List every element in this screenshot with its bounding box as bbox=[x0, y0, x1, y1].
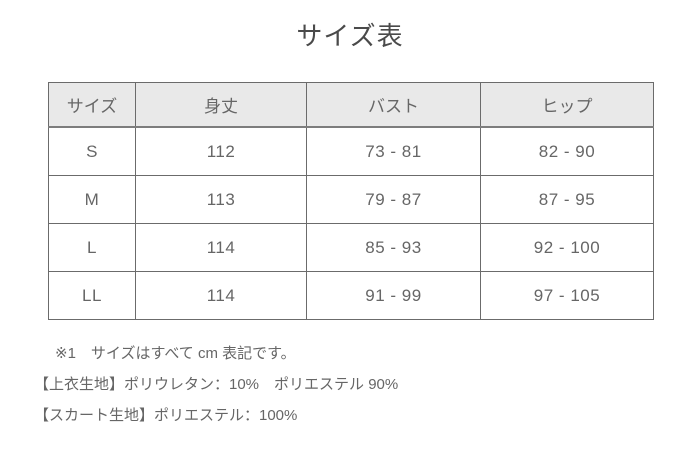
col-header-length: 身丈 bbox=[135, 82, 307, 128]
cell-hip: 97 - 105 bbox=[480, 271, 654, 320]
cell-hip: 92 - 100 bbox=[480, 223, 654, 272]
cell-size: LL bbox=[48, 271, 136, 320]
note-top-fabric: 【上衣生地】ポリウレタン：10% ポリエステル 90% bbox=[34, 376, 399, 393]
col-header-bust: バスト bbox=[306, 82, 481, 128]
col-header-hip: ヒップ bbox=[480, 82, 654, 128]
cell-bust: 79 - 87 bbox=[306, 175, 481, 224]
cell-hip: 87 - 95 bbox=[480, 175, 654, 224]
table-row-s: S 112 73 - 81 82 - 90 bbox=[48, 126, 654, 176]
table-row-ll: LL 114 91 - 99 97 - 105 bbox=[48, 271, 654, 320]
cell-length: 113 bbox=[135, 175, 307, 224]
cell-length: 114 bbox=[135, 271, 307, 320]
cell-size: S bbox=[48, 126, 136, 176]
cell-size: M bbox=[48, 175, 136, 224]
cell-hip: 82 - 90 bbox=[480, 126, 654, 176]
note-skirt-fabric: 【スカート生地】ポリエステル：100% bbox=[34, 407, 298, 424]
page-title: サイズ表 bbox=[296, 21, 404, 51]
notes-section: ※1 サイズはすべて cm 表記です。 【上衣生地】ポリウレタン：10% ポリエ… bbox=[0, 343, 700, 426]
size-table: サイズ 身丈 バスト ヒップ S 112 73 - 81 82 - 90 M 1… bbox=[48, 82, 654, 320]
table-header-row: サイズ 身丈 バスト ヒップ bbox=[48, 82, 654, 128]
table-row-m: M 113 79 - 87 87 - 95 bbox=[48, 175, 654, 224]
cell-length: 114 bbox=[135, 223, 307, 272]
cell-bust: 73 - 81 bbox=[306, 126, 481, 176]
cell-length: 112 bbox=[135, 126, 307, 176]
cell-bust: 91 - 99 bbox=[306, 271, 481, 320]
cell-bust: 85 - 93 bbox=[306, 223, 481, 272]
table-row-l: L 114 85 - 93 92 - 100 bbox=[48, 223, 654, 272]
col-header-size: サイズ bbox=[48, 82, 136, 128]
note-unit-cm: ※1 サイズはすべて cm 表記です。 bbox=[55, 345, 296, 362]
cell-size: L bbox=[48, 223, 136, 272]
